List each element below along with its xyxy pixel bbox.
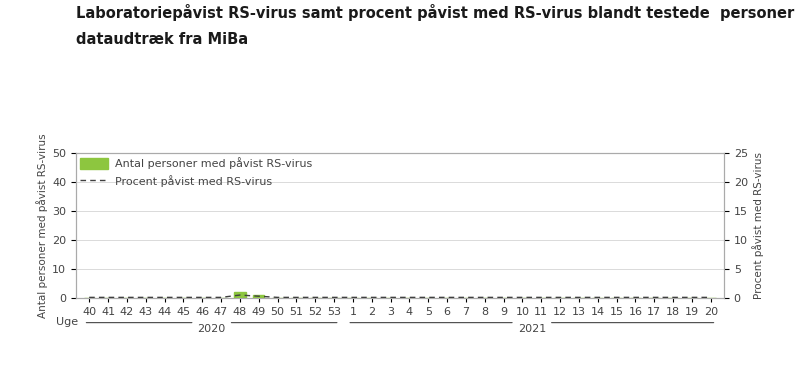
- Bar: [253, 295, 264, 298]
- Y-axis label: Procent påvist med RS-virus: Procent påvist med RS-virus: [752, 152, 764, 299]
- Text: Uge: Uge: [55, 317, 78, 327]
- Text: 2020: 2020: [198, 324, 226, 334]
- Text: dataudtræk fra MiBa: dataudtræk fra MiBa: [76, 32, 248, 47]
- Bar: [234, 292, 246, 298]
- Text: Laboratoriepåvist RS-virus samt procent påvist med RS-virus blandt testede  pers: Laboratoriepåvist RS-virus samt procent …: [76, 4, 800, 21]
- Text: 2021: 2021: [518, 324, 546, 334]
- Y-axis label: Antal personer med påvist RS-virus: Antal personer med påvist RS-virus: [36, 133, 48, 318]
- Legend: Antal personer med påvist RS-virus, Procent påvist med RS-virus: Antal personer med påvist RS-virus, Proc…: [76, 153, 317, 191]
